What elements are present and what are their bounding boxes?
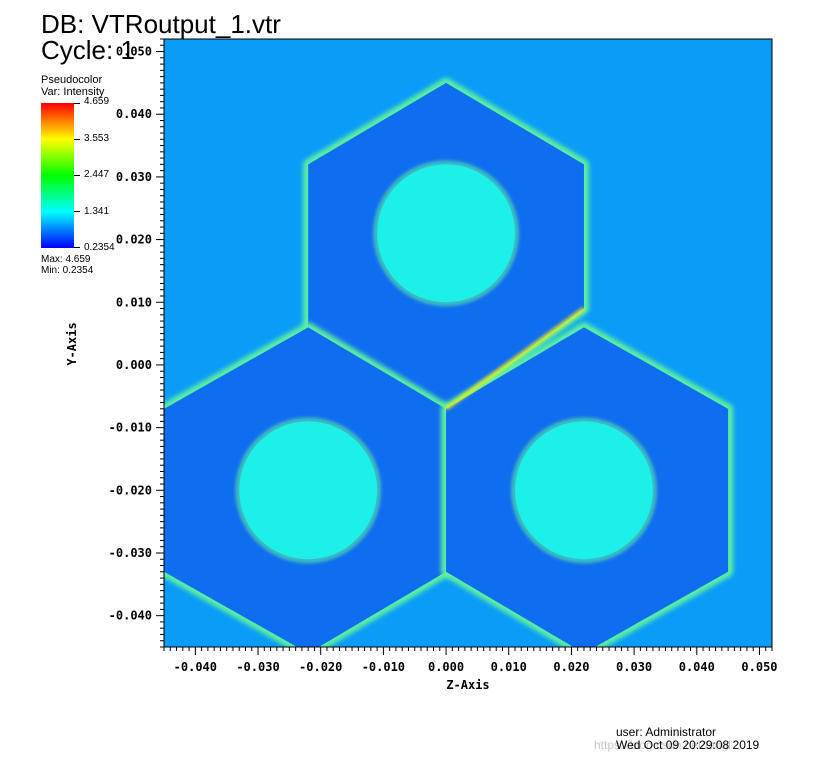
colorbar-tick-label: 3.553 [84, 133, 110, 144]
right-hexagon-circle [515, 421, 653, 560]
x-tick-label: 0.010 [491, 660, 527, 674]
plot-frame [163, 38, 773, 648]
y-tick-label: 0.010 [116, 295, 152, 309]
top-hexagon-circle [377, 164, 516, 303]
colorbar-tickmark [74, 211, 80, 212]
min-label: Min: 0.2354 [41, 265, 94, 276]
y-axis: 0.050 0.040 0.030 0.020 0.010 0.000 -0.010 -0.0… [109, 38, 164, 648]
y-tick-label: -0.020 [109, 483, 152, 497]
colorbar [41, 103, 74, 248]
colorbar-tickmark [74, 139, 80, 140]
x-tick-label: 0.040 [679, 660, 715, 674]
x-axis: -0.040 -0.030 -0.020 -0.010 0.000 0.010 0.020 0… [163, 647, 778, 674]
hot-edge-1 [444, 306, 586, 411]
colorbar-tickmark [74, 103, 80, 104]
y-tick-label: 0.030 [116, 170, 152, 184]
x-tick-label: 0.020 [553, 660, 589, 674]
legend-variable: Var: Intensity [41, 86, 105, 98]
max-label: Max: 4.659 [41, 254, 91, 265]
colorbar-tick-label: 2.447 [84, 169, 110, 180]
x-tick-label: 0.030 [616, 660, 652, 674]
x-tick-label: -0.040 [174, 660, 217, 674]
y-tick-label: 0.050 [116, 45, 152, 59]
colorbar-tickmark [74, 175, 80, 176]
y-tick-label: -0.010 [109, 421, 152, 435]
watermark: https://blog.csdn.net/fangl [594, 738, 731, 752]
colorbar-tick-label: 4.659 [84, 96, 110, 107]
colorbar-tick-label: 0.2354 [84, 242, 115, 253]
y-tick-label: 0.020 [116, 233, 152, 247]
x-axis-title: Z-Axis [446, 678, 489, 692]
left-hexagon-circle [239, 421, 378, 560]
y-tick-label: 0.000 [116, 358, 152, 372]
x-tick-label: -0.020 [299, 660, 342, 674]
y-tick-label: -0.030 [109, 546, 152, 560]
cycle-label: Cycle: 1 [41, 35, 135, 65]
field-regions [164, 77, 734, 647]
legend-plot-type: Pseudocolor [41, 74, 103, 86]
user-label: user: Administrator [616, 725, 717, 739]
x-tick-label: 0.000 [428, 660, 464, 674]
y-tick-label: -0.040 [109, 609, 152, 623]
x-tick-label: 0.050 [741, 660, 777, 674]
y-axis-title: Y-Axis [65, 322, 79, 365]
x-tick-label: -0.030 [236, 660, 279, 674]
colorbar-tickmark [74, 247, 80, 248]
x-tick-label: -0.010 [362, 660, 405, 674]
colorbar-tick-label: 1.341 [84, 206, 110, 217]
y-tick-label: 0.040 [116, 107, 152, 121]
database-title: DB: VTRoutput_1.vtr [41, 9, 281, 39]
date-label: Wed Oct 09 20:29:08 2019 [616, 738, 760, 752]
